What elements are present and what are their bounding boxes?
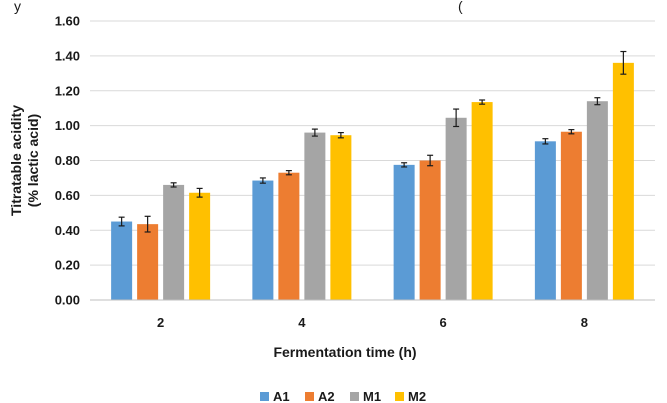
- error-bars-group: [118, 50, 627, 233]
- y-tick-label: 1.00: [55, 118, 80, 133]
- y-tick-label: 1.60: [55, 14, 80, 29]
- y-tick-label: 0.20: [55, 258, 80, 273]
- y-tick-label: 1.40: [55, 48, 80, 63]
- bar-M2-4: [330, 135, 352, 300]
- bar-A1-6: [393, 164, 415, 300]
- x-axis-title: Fermentation time (h): [273, 344, 416, 360]
- legend-label-A2: A2: [318, 389, 335, 403]
- gridlines: [90, 20, 655, 266]
- bar-M1-6: [445, 117, 467, 300]
- y-tick-label: 0.60: [55, 188, 80, 203]
- bar-M1-8: [586, 101, 608, 301]
- bar-M2-6: [471, 102, 493, 300]
- y-tick-label: 1.20: [55, 83, 80, 98]
- legend-swatch-A1: [260, 392, 269, 401]
- bar-M1-2: [163, 184, 185, 300]
- legend-label-M2: M2: [408, 389, 426, 403]
- y-axis-title-line2: (% lactic acid): [25, 114, 41, 207]
- header-fragment-left: y: [14, 0, 21, 14]
- legend-label-M1: M1: [363, 389, 381, 403]
- x-tick-label: 8: [581, 315, 588, 330]
- bar-A2-2: [137, 224, 159, 300]
- bar-M2-2: [189, 192, 211, 300]
- bar-M2-8: [612, 62, 634, 300]
- legend-label-A1: A1: [273, 389, 290, 403]
- legend-swatch-M2: [395, 392, 404, 401]
- x-axis-ticks: 2 4 6 8: [157, 315, 588, 330]
- bar-A1-8: [534, 141, 556, 300]
- bar-M1-4: [304, 132, 326, 300]
- bars-group: [111, 62, 634, 301]
- x-tick-label: 2: [157, 315, 164, 330]
- bar-A1-2: [111, 221, 133, 300]
- legend-swatch-A2: [305, 392, 314, 401]
- bar-A2-8: [560, 131, 582, 300]
- bar-A2-6: [419, 160, 441, 300]
- y-tick-label: 0.40: [55, 223, 80, 238]
- y-tick-label: 0.00: [55, 293, 80, 308]
- header-fragment-right: (: [458, 0, 463, 14]
- legend-swatch-M1: [350, 392, 359, 401]
- legend: A1 A2 M1 M2: [260, 389, 426, 403]
- bar-A2-4: [278, 172, 300, 300]
- x-tick-label: 6: [440, 315, 447, 330]
- y-axis-ticks: 0.00 0.20 0.40 0.60 0.80 1.00 1.20 1.40 1.60: [55, 14, 80, 308]
- y-tick-label: 0.80: [55, 153, 80, 168]
- y-axis-title-line1: Titratable acidity: [8, 105, 24, 216]
- bar-A1-4: [252, 180, 274, 300]
- x-tick-label: 4: [298, 315, 306, 330]
